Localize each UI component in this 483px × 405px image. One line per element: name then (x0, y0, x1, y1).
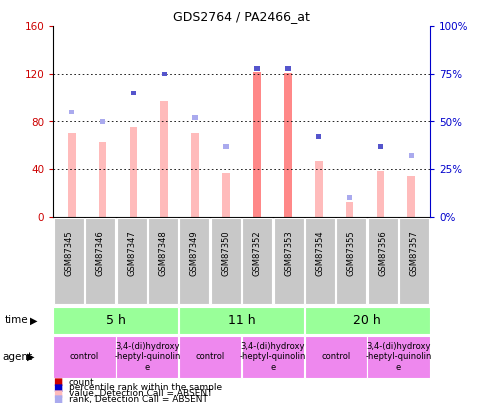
Bar (409, 153, 414, 158)
Text: control: control (70, 352, 99, 361)
Text: GSM87350: GSM87350 (221, 230, 230, 276)
Text: percentile rank within the sample: percentile rank within the sample (69, 384, 222, 392)
Bar (191, 133, 199, 217)
Bar (253, 72, 261, 217)
Text: GSM87356: GSM87356 (378, 230, 387, 276)
Text: 5 h: 5 h (106, 314, 126, 327)
Text: 20 h: 20 h (353, 314, 381, 327)
Text: time: time (5, 315, 28, 325)
Text: ▶: ▶ (30, 315, 38, 325)
Bar (284, 73, 292, 217)
Bar (316, 134, 321, 139)
Text: agent: agent (2, 352, 32, 362)
Bar (346, 202, 354, 217)
Bar (222, 173, 230, 217)
Bar (399, 218, 429, 304)
Text: control: control (321, 352, 350, 361)
Bar (54, 336, 115, 378)
Bar (69, 110, 74, 114)
Bar (347, 195, 352, 200)
Bar (148, 218, 178, 304)
Bar (285, 66, 290, 70)
Text: GSM87346: GSM87346 (96, 230, 105, 276)
Bar (305, 218, 335, 304)
Bar (54, 307, 178, 334)
Bar (179, 307, 304, 334)
Bar (242, 218, 272, 304)
Bar (54, 218, 84, 304)
Bar (100, 119, 105, 124)
Bar (179, 218, 210, 304)
Bar (116, 336, 178, 378)
Text: value, Detection Call = ABSENT: value, Detection Call = ABSENT (69, 389, 212, 398)
Bar (254, 66, 260, 70)
Bar (377, 171, 384, 217)
Bar (408, 176, 415, 217)
Text: ■: ■ (53, 389, 62, 399)
Bar (162, 72, 167, 76)
Text: GSM87353: GSM87353 (284, 230, 293, 276)
Text: 3,4-(di)hydroxy
-heptyl-quinolin
e: 3,4-(di)hydroxy -heptyl-quinolin e (114, 342, 181, 372)
Text: ■: ■ (53, 394, 62, 404)
Text: GSM87347: GSM87347 (127, 230, 136, 276)
Text: ■: ■ (53, 383, 62, 393)
Bar (129, 128, 137, 217)
Text: GDS2764 / PA2466_at: GDS2764 / PA2466_at (173, 10, 310, 23)
Text: GSM87345: GSM87345 (64, 230, 73, 276)
Text: 3,4-(di)hydroxy
-heptyl-quinolin
e: 3,4-(di)hydroxy -heptyl-quinolin e (365, 342, 432, 372)
Bar (85, 218, 115, 304)
Text: GSM87348: GSM87348 (158, 230, 168, 276)
Bar (368, 336, 429, 378)
Text: GSM87354: GSM87354 (315, 230, 325, 276)
Bar (305, 336, 367, 378)
Text: 3,4-(di)hydroxy
-heptyl-quinolin
e: 3,4-(di)hydroxy -heptyl-quinolin e (240, 342, 306, 372)
Bar (99, 142, 106, 217)
Bar (160, 101, 168, 217)
Text: 11 h: 11 h (227, 314, 256, 327)
Text: ■: ■ (53, 377, 62, 387)
Bar (223, 144, 229, 149)
Bar (273, 218, 304, 304)
Text: rank, Detection Call = ABSENT: rank, Detection Call = ABSENT (69, 395, 208, 404)
Text: count: count (69, 378, 94, 387)
Bar (193, 115, 198, 120)
Bar (116, 218, 147, 304)
Text: GSM87357: GSM87357 (410, 230, 419, 276)
Text: ▶: ▶ (27, 352, 34, 362)
Bar (315, 161, 323, 217)
Bar (305, 307, 429, 334)
Bar (68, 133, 75, 217)
Bar (378, 144, 383, 149)
Bar (131, 91, 136, 95)
Text: control: control (196, 352, 225, 361)
Bar (368, 218, 398, 304)
Bar (242, 336, 304, 378)
Text: GSM87349: GSM87349 (190, 230, 199, 276)
Bar (336, 218, 367, 304)
Text: GSM87355: GSM87355 (347, 230, 356, 276)
Bar (211, 218, 241, 304)
Bar (179, 336, 241, 378)
Text: GSM87352: GSM87352 (253, 230, 262, 276)
